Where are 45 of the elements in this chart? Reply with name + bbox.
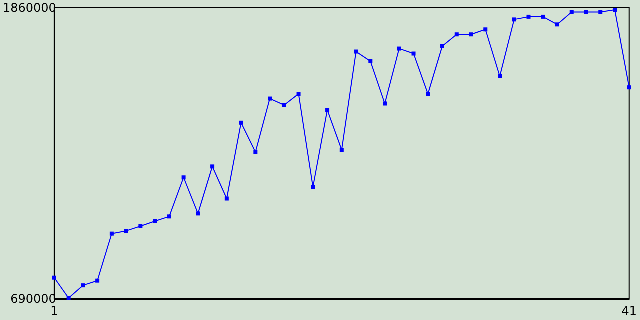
point	[383, 102, 388, 106]
point	[182, 176, 186, 180]
point	[598, 10, 603, 14]
point	[224, 196, 229, 201]
point	[311, 185, 316, 190]
point	[412, 52, 416, 56]
point	[354, 50, 358, 54]
point	[210, 164, 215, 169]
point	[584, 10, 588, 14]
point	[612, 8, 617, 12]
point	[397, 46, 402, 51]
point	[526, 14, 531, 19]
point	[627, 86, 632, 90]
y-tick-label: 690000	[10, 292, 56, 306]
point	[541, 14, 546, 19]
point	[153, 219, 158, 224]
point	[368, 59, 373, 64]
point	[498, 74, 502, 78]
point	[326, 108, 330, 112]
point	[110, 232, 114, 236]
point	[556, 22, 560, 27]
point	[138, 224, 143, 228]
point	[96, 278, 100, 283]
point	[81, 284, 86, 288]
point	[296, 92, 301, 96]
point	[239, 120, 244, 125]
point	[167, 214, 172, 219]
point	[52, 276, 56, 280]
point	[440, 44, 445, 48]
point	[282, 103, 286, 108]
point	[426, 92, 430, 96]
point	[512, 18, 516, 22]
point	[454, 32, 459, 37]
point	[469, 32, 474, 37]
point	[254, 150, 258, 154]
x-tick-label: 1	[50, 304, 58, 318]
x-tick-label: 41	[622, 304, 638, 318]
point	[268, 96, 272, 101]
point	[196, 212, 200, 216]
point	[484, 28, 488, 32]
point	[570, 10, 574, 14]
y-tick-label: 1860000	[2, 1, 56, 15]
point	[340, 148, 344, 152]
point	[66, 296, 71, 300]
point	[124, 229, 128, 234]
